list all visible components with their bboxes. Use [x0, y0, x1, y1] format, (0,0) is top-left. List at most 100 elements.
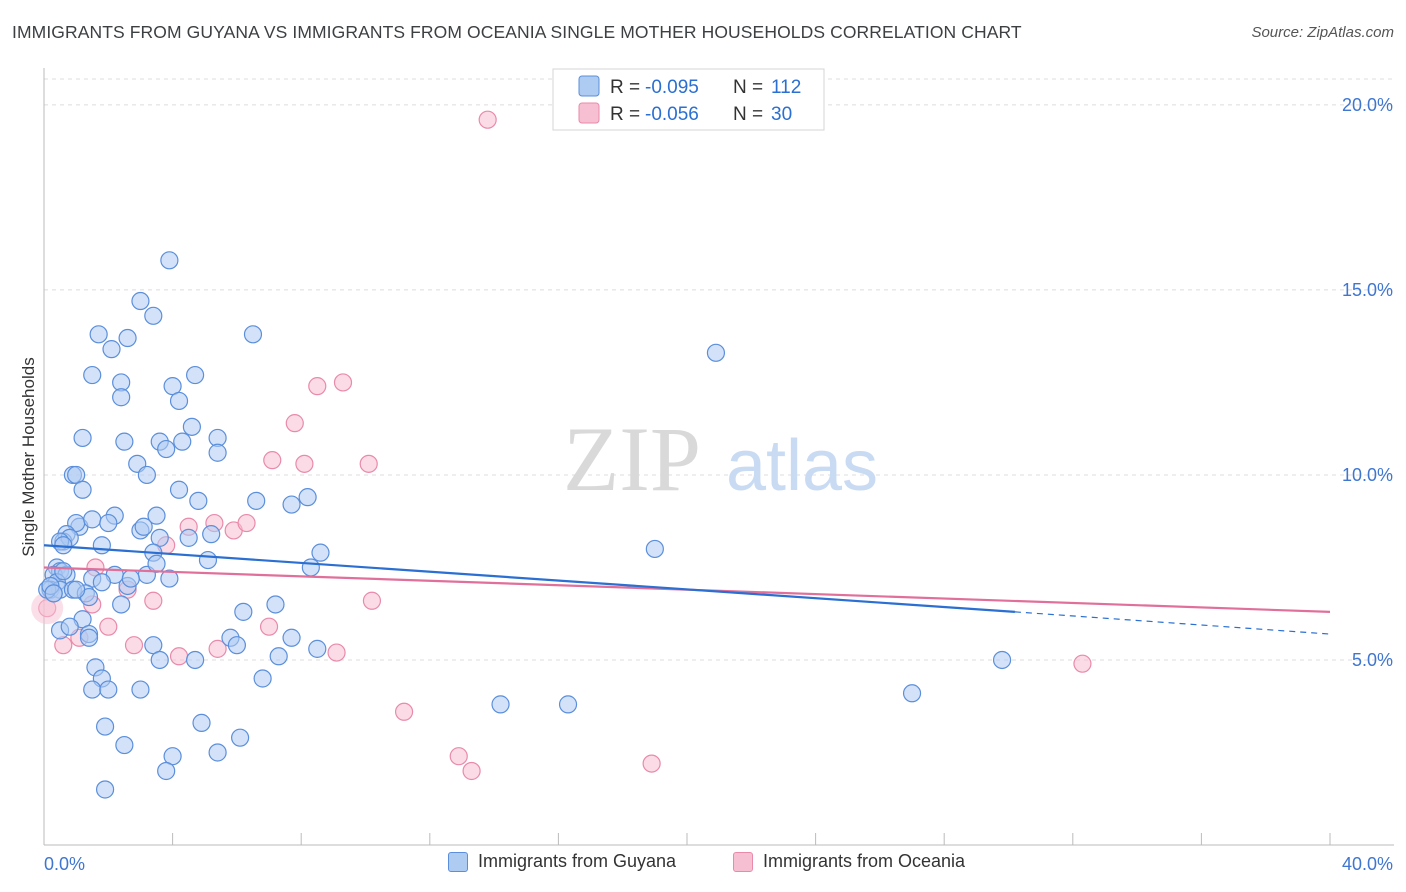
- data-point: [295, 454, 314, 473]
- data-point: [147, 554, 166, 573]
- legend-r-value-pink: -0.056: [645, 104, 699, 125]
- data-point: [115, 735, 134, 755]
- data-point: [124, 636, 144, 655]
- data-point: [208, 639, 227, 658]
- trend-lines: [43, 544, 1331, 635]
- data-point: [227, 636, 246, 655]
- data-point: [60, 617, 79, 636]
- data-point: [237, 513, 256, 533]
- legend-item-oceania: Immigrants from Oceania: [733, 851, 965, 872]
- data-point: [298, 488, 317, 507]
- data-point: [282, 628, 301, 647]
- legend-n-value-blue: 112: [771, 77, 801, 98]
- data-point: [231, 728, 250, 747]
- data-point: [186, 365, 205, 385]
- y-tick-label: 20.0%: [1342, 95, 1393, 115]
- watermark-atlas: atlas: [726, 426, 878, 506]
- legend-swatch-guyana: [448, 851, 468, 872]
- legend-item-guyana: Immigrants from Guyana: [448, 851, 676, 872]
- axes: [43, 68, 1394, 846]
- data-point: [112, 595, 131, 614]
- y-tick-label: 10.0%: [1342, 465, 1393, 485]
- y-axis-title: Single Mother Households: [19, 357, 38, 556]
- data-point: [67, 580, 86, 599]
- data-point: [234, 602, 253, 621]
- legend-label-oceania: Immigrants from Oceania: [763, 851, 966, 871]
- data-point: [266, 595, 285, 614]
- data-point: [186, 650, 205, 670]
- data-point: [327, 643, 346, 662]
- legend-swatch-blue: [578, 75, 600, 97]
- data-point: [134, 517, 153, 536]
- data-point: [449, 747, 468, 766]
- watermark-zip: ZIP: [563, 408, 701, 510]
- correlation-legend: R = -0.095 N = 112 R = -0.056 N = 30: [552, 68, 825, 131]
- data-point: [44, 584, 63, 603]
- data-point: [308, 639, 327, 658]
- data-point: [992, 650, 1012, 670]
- legend-swatch-pink: [578, 102, 600, 124]
- data-point: [102, 340, 121, 359]
- legend-r-value-blue: -0.095: [645, 77, 699, 98]
- data-point: [189, 491, 208, 510]
- chart-title: IMMIGRANTS FROM GUYANA VS IMMIGRANTS FRO…: [12, 22, 1022, 42]
- data-point: [73, 480, 92, 499]
- legend-label-guyana: Immigrants from Guyana: [478, 851, 677, 871]
- data-point: [83, 365, 102, 385]
- data-point: [333, 373, 353, 392]
- trend-line-guyana: [43, 544, 1016, 613]
- data-point: [902, 684, 922, 703]
- data-point: [99, 617, 118, 636]
- data-point: [118, 328, 137, 348]
- data-point: [160, 569, 179, 588]
- data-point: [243, 325, 263, 344]
- axis-labels: 5.0% 10.0% 15.0% 20.0% 0.0% 40.0% Single Mothe…: [19, 95, 1393, 874]
- data-point: [208, 443, 227, 462]
- data-point: [144, 591, 163, 610]
- data-point: [263, 451, 282, 470]
- data-point: [259, 617, 279, 636]
- data-point: [169, 647, 189, 666]
- data-point: [99, 680, 118, 699]
- data-point: [157, 439, 176, 459]
- legend-r-label-pink: R =: [610, 104, 640, 125]
- data-point: [179, 528, 198, 547]
- data-point: [491, 695, 510, 714]
- data-point: [359, 454, 378, 473]
- data-point: [131, 291, 150, 311]
- data-point: [131, 680, 150, 699]
- data-point: [1073, 654, 1092, 673]
- data-point: [192, 713, 211, 732]
- data-point: [73, 428, 92, 448]
- data-point: [157, 761, 176, 781]
- data-point: [642, 754, 661, 773]
- data-point: [150, 650, 169, 670]
- data-point: [182, 417, 201, 436]
- series-legend: Immigrants from Guyana Immigrants from O…: [0, 851, 1406, 877]
- data-point: [144, 306, 163, 325]
- grid-lines: [44, 78, 1394, 661]
- data-point: [115, 432, 134, 451]
- data-point: [198, 550, 218, 570]
- data-point: [282, 495, 301, 514]
- data-point: [169, 391, 189, 411]
- legend-swatch-oceania: [733, 851, 753, 872]
- x-tick-label-max: 40.0%: [1342, 854, 1393, 874]
- trend-line-guyana-extension: [1014, 611, 1331, 635]
- data-point: [247, 491, 266, 510]
- data-point: [83, 680, 102, 699]
- data-point: [54, 562, 73, 581]
- data-point: [558, 695, 578, 714]
- data-point: [137, 465, 156, 485]
- data-point: [95, 717, 115, 736]
- data-point: [269, 647, 288, 666]
- legend-r-label-blue: R =: [610, 77, 640, 98]
- data-point: [89, 325, 108, 344]
- data-point: [112, 388, 131, 407]
- data-point: [54, 636, 73, 655]
- data-point: [394, 702, 414, 721]
- data-point: [478, 110, 497, 129]
- data-point: [92, 573, 111, 592]
- data-point: [308, 377, 327, 396]
